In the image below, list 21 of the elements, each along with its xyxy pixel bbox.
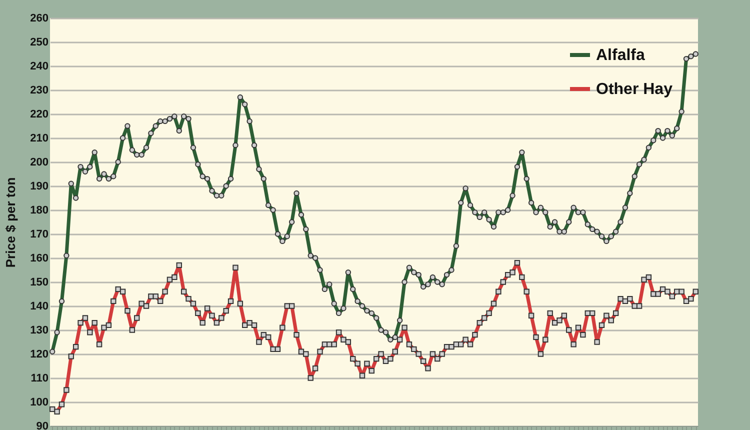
y-tick-label: 100: [30, 396, 48, 408]
y-tick-label: 130: [30, 324, 48, 336]
y-tick-label: 180: [30, 204, 48, 216]
y-tick-label: 200: [30, 156, 48, 168]
legend-label: Other Hay: [596, 81, 673, 98]
y-tick-label: 90: [36, 420, 48, 430]
y-tick-label: 260: [30, 12, 48, 24]
y-tick-label: 150: [30, 276, 48, 288]
y-tick-label: 160: [30, 252, 48, 264]
y-tick-label: 240: [30, 60, 48, 72]
y-tick-label: 210: [30, 132, 48, 144]
y-axis-title: Price $ per ton: [3, 177, 18, 268]
y-tick-label: 140: [30, 300, 48, 312]
y-tick-label: 230: [30, 84, 48, 96]
y-tick-label: 250: [30, 36, 48, 48]
y-tick-label: 170: [30, 228, 48, 240]
legend-label: Alfalfa: [596, 47, 645, 64]
y-tick-label: 120: [30, 348, 48, 360]
y-tick-label: 110: [30, 372, 48, 384]
y-tick-label: 220: [30, 108, 48, 120]
y-tick-label: 190: [30, 180, 48, 192]
